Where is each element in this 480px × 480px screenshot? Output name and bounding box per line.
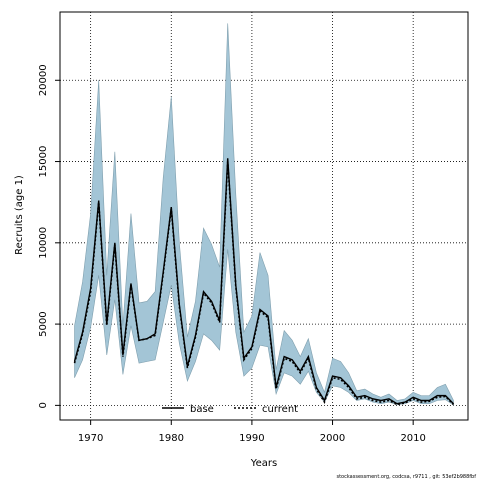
y-tick-label: 5000 [38, 311, 49, 336]
x-tick-label: 1970 [78, 433, 103, 444]
legend-label-base: base [190, 404, 214, 415]
x-axis-title: Years [250, 458, 277, 469]
y-axis-title: Recruits (age 1) [14, 175, 25, 255]
plot-frame [59, 11, 469, 421]
footnote: stockassessment.org, codcsa, r9711 , git… [336, 474, 476, 480]
y-tick-label: 10000 [38, 227, 49, 259]
series-line-current [73, 161, 455, 406]
y-tick-label: 20000 [38, 64, 49, 96]
x-tick-label: 1980 [159, 433, 184, 444]
x-tick-label: 2000 [320, 433, 345, 444]
y-axis: 0 5000 10000 15000 20000 [38, 64, 60, 409]
x-axis: 1970 1980 1990 2000 2010 [78, 420, 426, 444]
series-line-base [73, 158, 454, 405]
confidence-band [74, 23, 454, 406]
x-tick-label: 1990 [239, 433, 264, 444]
y-tick-label: 0 [38, 402, 49, 408]
x-tick-label: 2010 [400, 433, 425, 444]
legend: base current [162, 404, 298, 415]
y-tick-label: 15000 [38, 146, 49, 178]
legend-label-current: current [262, 404, 298, 415]
